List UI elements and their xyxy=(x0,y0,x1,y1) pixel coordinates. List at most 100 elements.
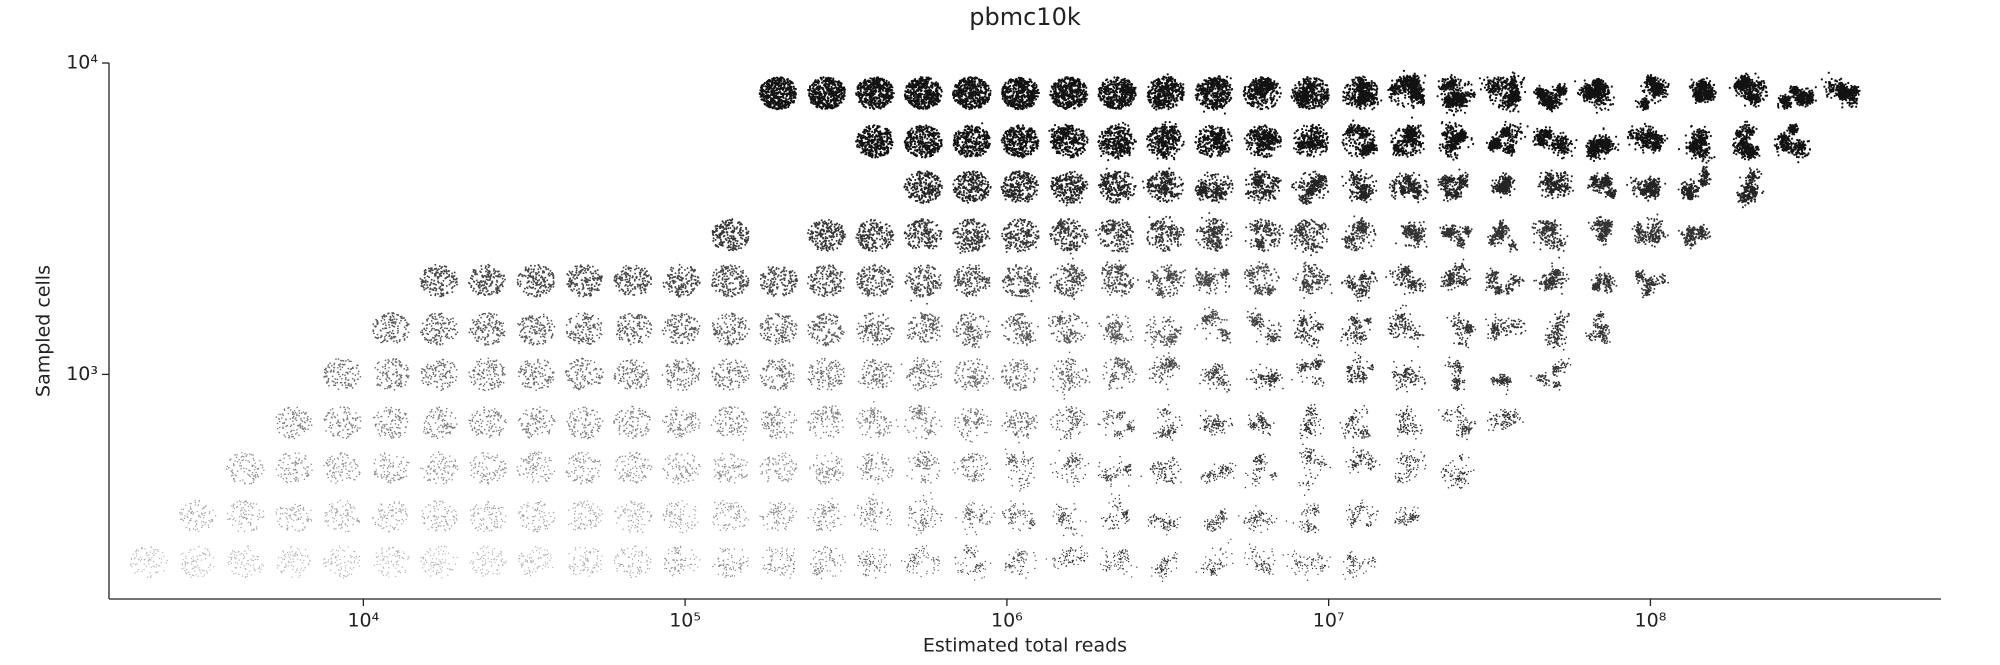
embedding-blob xyxy=(615,312,653,346)
y-axis-label: Sampled cells xyxy=(33,265,55,397)
embedding-blob xyxy=(1341,270,1378,302)
embedding-blob xyxy=(566,264,603,298)
embedding-blob xyxy=(759,358,795,391)
embedding-blob xyxy=(275,452,313,484)
embedding-blob xyxy=(1000,170,1040,203)
chart-title: pbmc10k xyxy=(969,3,1081,31)
embedding-blob xyxy=(323,452,361,484)
embedding-blob xyxy=(227,545,264,579)
embedding-blob xyxy=(1001,500,1036,532)
embedding-blob xyxy=(1140,456,1182,485)
embedding-blob xyxy=(1342,75,1383,111)
embedding-blob xyxy=(1243,260,1280,296)
embedding-blob xyxy=(952,170,992,204)
embedding-blob xyxy=(758,76,797,111)
embedding-blob xyxy=(906,450,941,484)
embedding-blob xyxy=(1097,167,1137,204)
embedding-blob xyxy=(226,500,265,532)
embedding-blob xyxy=(1342,551,1377,580)
embedding-blob xyxy=(1584,310,1611,345)
embedding-blob xyxy=(1544,310,1570,351)
embedding-blob xyxy=(1148,355,1180,391)
embedding-blob xyxy=(567,500,604,531)
embedding-blob xyxy=(1731,120,1761,161)
embedding-blob xyxy=(1634,269,1670,299)
x-axis-label: Estimated total reads xyxy=(923,635,1127,657)
embedding-blob xyxy=(225,451,265,485)
embedding-blob xyxy=(1195,538,1234,576)
embedding-blob xyxy=(903,124,943,159)
embedding-blob xyxy=(1773,123,1812,164)
embedding-blob xyxy=(1049,397,1088,441)
embedding-blob xyxy=(955,502,995,536)
embedding-blob xyxy=(178,499,217,533)
embedding-blob xyxy=(1049,257,1088,300)
embedding-blob xyxy=(1097,121,1138,162)
embedding-blob xyxy=(1145,264,1187,299)
embedding-blob xyxy=(1728,72,1769,108)
embedding-blob xyxy=(1292,503,1320,534)
embedding-blob xyxy=(1145,121,1185,170)
embedding-blob xyxy=(953,407,992,443)
embedding-blob xyxy=(1394,220,1428,249)
embedding-blob xyxy=(1141,170,1185,204)
embedding-blob xyxy=(1238,505,1288,534)
embedding-blob xyxy=(853,493,893,532)
embedding-blob xyxy=(1533,262,1570,295)
embedding-blob xyxy=(1001,217,1040,254)
embedding-blob xyxy=(1101,259,1139,297)
embedding-blob xyxy=(1001,76,1041,111)
embedding-blob xyxy=(1245,363,1284,391)
embedding-blob xyxy=(1050,449,1090,488)
embedding-blob xyxy=(372,501,409,533)
embedding-blob xyxy=(1001,264,1041,303)
embedding-blob xyxy=(276,545,311,579)
embedding-blob xyxy=(1292,309,1324,349)
embedding-blob xyxy=(1478,71,1527,113)
embedding-blob xyxy=(1820,71,1861,109)
embedding-blob xyxy=(856,263,894,297)
embedding-blob xyxy=(1050,170,1089,207)
embedding-blob xyxy=(762,547,796,579)
embedding-blob xyxy=(1436,74,1477,117)
embedding-blob xyxy=(1485,267,1525,296)
embedding-blob xyxy=(810,545,846,580)
embedding-blob xyxy=(372,406,409,439)
embedding-blob xyxy=(322,545,361,579)
embedding-blob xyxy=(857,547,892,579)
embedding-blob xyxy=(323,406,362,440)
embedding-blob xyxy=(1144,315,1183,354)
embedding-blob xyxy=(129,546,168,578)
embedding-blob xyxy=(372,311,410,344)
embedding-blob xyxy=(516,263,555,298)
embedding-blob xyxy=(951,76,992,111)
embedding-blob xyxy=(1388,171,1429,204)
embedding-blob xyxy=(568,546,603,577)
embedding-blob xyxy=(1194,75,1234,115)
embedding-blob xyxy=(760,405,798,440)
embedding-blob xyxy=(954,358,995,392)
embedding-blob xyxy=(613,405,651,439)
embedding-blob xyxy=(323,358,362,391)
embedding-blob xyxy=(712,499,750,531)
embedding-blob xyxy=(373,452,410,484)
embedding-blob xyxy=(953,263,991,298)
embedding-blob xyxy=(1099,547,1138,578)
embedding-blob xyxy=(468,406,507,439)
embedding-blob xyxy=(903,76,943,110)
embedding-blob xyxy=(855,76,895,110)
embedding-blob xyxy=(565,357,604,391)
embedding-blob xyxy=(1299,403,1325,446)
embedding-blob xyxy=(807,76,846,110)
embedding-blob xyxy=(324,499,361,533)
embedding-blob xyxy=(1000,358,1039,392)
embedding-blob xyxy=(903,218,943,250)
y-tick-label: 10⁴ xyxy=(66,52,98,74)
embedding-blob xyxy=(664,545,701,577)
embedding-blob xyxy=(1395,405,1423,440)
embedding-blob xyxy=(857,358,895,390)
embedding-blob xyxy=(1244,543,1289,575)
embedding-blob xyxy=(1345,446,1381,474)
embedding-blob xyxy=(809,452,844,485)
